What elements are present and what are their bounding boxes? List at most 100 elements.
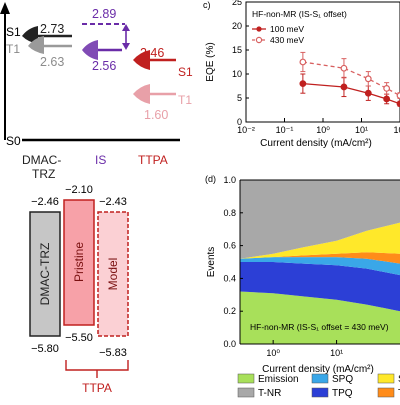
events-y-tick-label: 0.6 (223, 241, 236, 251)
ttpa-s1-value: 2.46 (140, 46, 164, 60)
events-y-tick-label: 0.4 (223, 273, 236, 283)
legend-label-spq: SPQ (332, 374, 353, 385)
events-axes: 0.0 0.2 0.4 0.6 0.8 1.0 10⁰ 10¹ (223, 175, 343, 358)
legend-swatch-tpq (311, 387, 329, 398)
eqe-x-tick-label: 10⁻¹ (276, 125, 294, 135)
energy-level-panel: S0 S1 T1 2.73 2.63 2.89 2.56 2.46 S1 T1 … (0, 2, 193, 181)
eqe-y-tick-label: 20 (232, 21, 242, 31)
model-box-label: Model (106, 258, 120, 291)
eqe-data-point-430-mev (299, 58, 307, 66)
eqe-plot-frame (245, 1, 400, 123)
dmac-t1-value: 2.63 (40, 55, 64, 69)
pristine-box (63, 199, 95, 326)
legend-marker-100mev (256, 26, 262, 32)
eqe-series (299, 51, 400, 108)
ttpa-t1-value: 1.60 (144, 108, 168, 122)
dmac-s1-value: 2.73 (40, 22, 64, 36)
molecule-is-label: IS (95, 153, 106, 167)
dmac-s1-band (22, 26, 38, 44)
events-area-sta (240, 222, 400, 259)
orbital-panel: DMAC-TRZ −2.46 −5.80 Pristine −2.10 −5.5… (29, 184, 129, 395)
ttpa-group-label: TTPA (82, 381, 112, 395)
legend-label-sta: STA (398, 374, 400, 385)
eqe-data-point-430-mev (364, 75, 372, 83)
eqe-data-point-430-mev (396, 92, 400, 99)
eqe-x-tick-label: 10⁰ (316, 125, 330, 135)
legend-label-430mev: 430 meV (270, 35, 304, 45)
pristine-box-label: Pristine (72, 242, 86, 282)
legend-swatch-tta (377, 387, 395, 398)
eqe-legend-title: HF-non-MR (IS-S₁ offset) (252, 9, 347, 19)
events-x-tick-label: 10¹ (330, 348, 343, 358)
eqe-data-point-100-mev (299, 80, 307, 87)
eqe-y-tick-label: 0 (237, 117, 242, 127)
panel-label-d: (d) (205, 174, 216, 184)
events-area-spq (240, 257, 400, 276)
arrow-up-icon (122, 24, 130, 31)
legend-swatch-sta (377, 373, 395, 384)
pristine-homo-value: −5.50 (65, 332, 93, 344)
eqe-x-tick-label: 10⁻² (237, 125, 255, 135)
model-homo-value: −5.83 (99, 347, 127, 359)
pristine-lumo-value: −2.10 (65, 184, 93, 196)
eqe-x-axis-title: Current density (mA/cm²) (260, 138, 372, 149)
model-lumo-value: −2.43 (99, 196, 127, 208)
events-y-tick-label: 0.0 (223, 339, 236, 349)
events-area-emission (240, 291, 400, 344)
ttpa-bracket (65, 360, 129, 371)
events-y-tick-label: 0.8 (223, 208, 236, 218)
legend-label-100mev: 100 meV (270, 24, 304, 34)
eqe-y-tick-label: 15 (232, 45, 242, 55)
events-legend: Emission SPQ STA T-NR TPQ TTA (237, 373, 400, 399)
dmac-t1-band (28, 36, 44, 54)
events-x-tick-label: 10⁰ (266, 348, 280, 358)
events-area-tpq (240, 262, 400, 312)
events-y-tick-label: 1.0 (223, 175, 236, 185)
eqe-y-tick-label: 25 (232, 0, 242, 7)
is-s1-value: 2.89 (92, 7, 116, 21)
events-y-axis-title: Events (206, 247, 217, 278)
dmac-trz-lumo-value: −2.46 (31, 196, 59, 208)
eqe-y-axis-title: EQE (%) (205, 42, 216, 81)
legend-label-emission: Emission (258, 374, 299, 385)
eqe-data-point-100-mev (383, 95, 391, 103)
ttpa-t1-state-label: T1 (178, 93, 192, 107)
panel-label-c: c) (203, 0, 211, 10)
legend-item-430mev: 430 meV (252, 35, 304, 45)
eqe-x-tick-label: 10¹ (355, 125, 368, 135)
eqe-axes: 0 5 10 15 20 25 10⁻² 10⁻¹ 10⁰ 10¹ 10² (232, 0, 400, 135)
legend-label-tpq: TPQ (332, 388, 353, 399)
molecule-ttpa-label: TTPA (138, 153, 168, 167)
s1-label: S1 (6, 25, 21, 39)
is-t1-value: 2.56 (92, 59, 116, 73)
eqe-data-point-100-mev (364, 89, 372, 97)
eqe-y-tick-label: 10 (232, 69, 242, 79)
is-t1-band (82, 40, 98, 60)
eqe-panel: c) EQE (%) Current density (mA/cm²) 0 5 10… (203, 0, 400, 149)
energy-axis-arrow-icon (0, 2, 10, 14)
events-y-tick-label: 0.2 (223, 306, 236, 316)
legend-label-t-nr: T-NR (258, 388, 281, 399)
dmac-trz-box-label: DMAC-TRZ (38, 243, 52, 306)
eqe-data-point-430-mev (340, 64, 348, 72)
events-area-t-nr (240, 180, 400, 259)
ttpa-s1-state-label: S1 (178, 65, 193, 79)
eqe-data-point-100-mev (340, 83, 348, 91)
legend-swatch-spq (311, 373, 329, 384)
eqe-y-tick-label: 5 (237, 93, 242, 103)
eqe-series-line-430-mev (302, 61, 400, 97)
molecule-dmac-trz-label: DMAC-TRZ (22, 153, 61, 181)
arrow-down-icon (122, 43, 130, 50)
s0-label: S0 (6, 134, 21, 148)
eqe-x-tick-label: 10² (393, 125, 400, 135)
legend-item-100mev: 100 meV (252, 24, 304, 34)
dmac-trz-homo-value: −5.80 (31, 343, 59, 355)
ttpa-s1-band (133, 50, 150, 70)
events-annotation: HF-non-MR (IS-S₁ offset = 430 meV) (250, 322, 389, 332)
legend-swatch-t-nr (237, 387, 255, 398)
events-area-tta (240, 252, 400, 264)
legend-swatch-emission (237, 373, 255, 384)
ttpa-t1-band (133, 84, 150, 104)
events-panel: (d) 0.0 0.2 0.4 0.6 0.8 1.0 10⁰ 10¹ Events Curr… (205, 174, 400, 399)
